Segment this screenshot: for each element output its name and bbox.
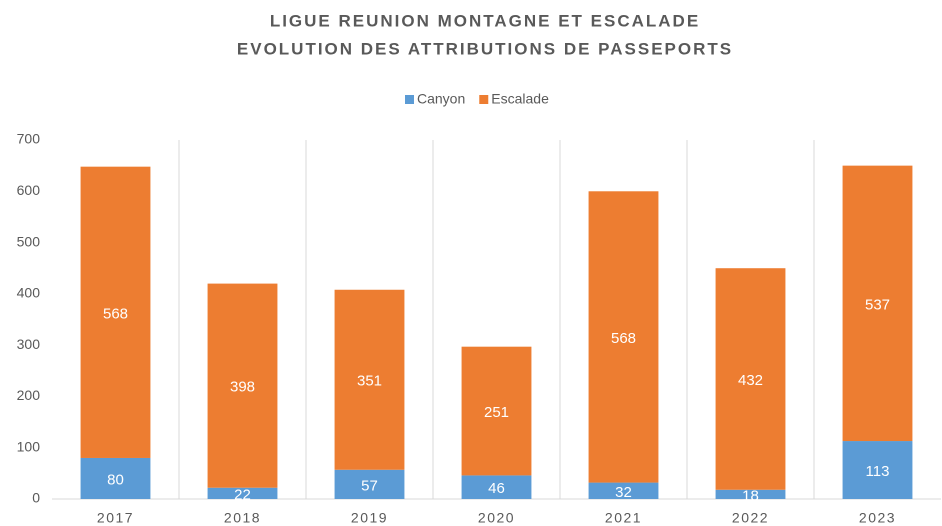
data-label: 351 xyxy=(357,373,382,390)
x-tick-label: 2021 xyxy=(605,510,642,526)
bar-segment xyxy=(842,165,913,442)
legend-label: Canyon xyxy=(417,91,465,107)
data-label: 113 xyxy=(866,463,890,480)
bar-segment xyxy=(461,475,532,499)
bar-segment xyxy=(715,489,786,499)
bar-segment xyxy=(334,289,405,470)
y-tick-label: 400 xyxy=(17,285,41,301)
x-tick-label: 2017 xyxy=(97,510,134,526)
legend-label: Escalade xyxy=(491,91,549,107)
bar-segment xyxy=(461,346,532,476)
x-tick-label: 2019 xyxy=(351,510,388,526)
y-tick-label: 100 xyxy=(17,438,41,454)
bar-segment xyxy=(588,191,659,483)
bar-segment xyxy=(715,268,786,490)
bar-segment xyxy=(842,441,913,499)
x-tick-label: 2020 xyxy=(478,510,515,526)
legend-swatch xyxy=(405,95,414,104)
data-label: 18 xyxy=(742,487,759,504)
bar-segment xyxy=(80,457,151,499)
data-label: 537 xyxy=(865,296,890,313)
bar-segment xyxy=(207,283,278,488)
data-label: 22 xyxy=(234,486,251,503)
bar-segment xyxy=(334,469,405,499)
y-tick-label: 200 xyxy=(17,387,41,403)
y-tick-label: 500 xyxy=(17,233,41,249)
bar-segment xyxy=(588,482,659,499)
legend-swatch xyxy=(479,95,489,104)
y-tick-label: 600 xyxy=(17,182,41,198)
data-label: 32 xyxy=(615,484,632,501)
data-label: 432 xyxy=(738,372,763,389)
data-label: 46 xyxy=(488,480,505,497)
bar-segment xyxy=(80,166,151,458)
chart-title: LIGUE REUNION MONTAGNE ET ESCALADE xyxy=(270,11,700,30)
data-label: 80 xyxy=(107,471,124,488)
data-label: 568 xyxy=(611,330,636,347)
data-label: 398 xyxy=(230,379,255,396)
data-label: 57 xyxy=(361,477,378,494)
data-label: 568 xyxy=(103,305,128,322)
x-tick-label: 2018 xyxy=(224,510,261,526)
data-label: 251 xyxy=(484,404,509,421)
bar-segment xyxy=(207,487,278,499)
y-tick-label: 700 xyxy=(17,131,41,147)
chart-subtitle: EVOLUTION DES ATTRIBUTIONS DE PASSEPORTS xyxy=(237,39,733,58)
y-tick-label: 300 xyxy=(17,336,41,352)
y-tick-label: 0 xyxy=(32,490,40,506)
x-tick-label: 2023 xyxy=(859,510,896,526)
x-tick-label: 2022 xyxy=(732,510,769,526)
